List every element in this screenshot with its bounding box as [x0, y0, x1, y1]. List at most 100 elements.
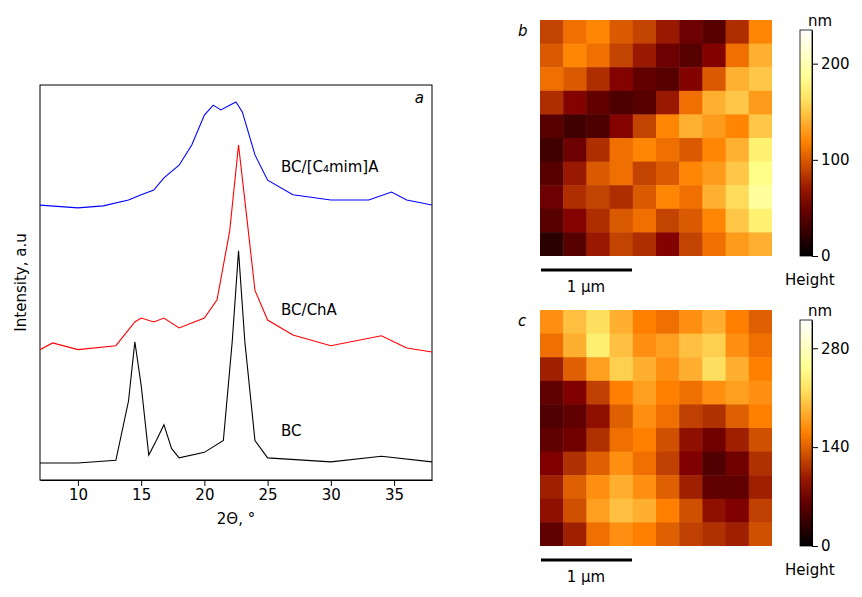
colorbar-tick-mark: [812, 64, 818, 65]
cell: [540, 20, 564, 44]
cell: [702, 475, 726, 499]
x-tick: 30: [322, 480, 341, 504]
cell: [702, 20, 726, 44]
cell: [586, 114, 610, 138]
colorbar-tick: 280: [812, 340, 850, 358]
scale-bar-label: 1 μm: [567, 568, 605, 586]
cell: [586, 452, 610, 476]
cell: [610, 232, 634, 256]
cell: [679, 428, 703, 452]
cell: [749, 114, 772, 138]
cell: [656, 428, 680, 452]
cell: [656, 381, 680, 405]
cell: [633, 162, 657, 186]
cell: [749, 334, 772, 358]
cell: [702, 209, 726, 233]
cell: [749, 475, 772, 499]
cell: [563, 334, 587, 358]
cell: [633, 232, 657, 256]
cell: [563, 114, 587, 138]
cell: [633, 452, 657, 476]
cell: [656, 357, 680, 381]
cell: [702, 232, 726, 256]
cell: [656, 91, 680, 115]
cell: [540, 499, 564, 523]
cell: [656, 138, 680, 162]
cell: [702, 381, 726, 405]
colorbar-tick: 140: [812, 438, 850, 456]
panel-c: c0140280nm1 μmHeight: [518, 302, 850, 586]
cell: [563, 44, 587, 68]
cell: [726, 114, 750, 138]
cell: [586, 428, 610, 452]
panel-letter: c: [518, 312, 527, 330]
series-label: BC: [281, 422, 302, 440]
colorbar-tick-mark: [812, 447, 818, 448]
series-line: [40, 102, 432, 208]
colorbar-tick-mark: [812, 256, 818, 257]
colorbar-tick-mark: [812, 546, 818, 547]
cell: [679, 499, 703, 523]
cell: [563, 67, 587, 91]
cell: [702, 162, 726, 186]
cell: [610, 310, 634, 334]
scale-bar: [541, 559, 632, 562]
cell: [749, 185, 772, 209]
cell: [540, 91, 564, 115]
cell: [656, 334, 680, 358]
x-tick: 20: [195, 480, 214, 504]
cell: [586, 381, 610, 405]
series-label: BC/[C₄mim]A: [281, 158, 379, 176]
cell: [656, 44, 680, 68]
scale-bar-label: 1 μm: [567, 278, 605, 296]
cell: [633, 67, 657, 91]
panel-a: 101520253035BC/[C₄mim]ABC/ChABC2Θ, °Inte…: [12, 85, 433, 528]
colorbar-label: nm: [808, 302, 832, 320]
panel-letter: b: [518, 22, 528, 40]
x-tick-label: 10: [69, 486, 88, 504]
y-axis-title: Intensity, a.u: [12, 233, 30, 331]
cell: [679, 162, 703, 186]
cell: [702, 522, 726, 546]
cell: [679, 232, 703, 256]
cell: [610, 44, 634, 68]
cell: [586, 91, 610, 115]
cell: [633, 428, 657, 452]
cell: [610, 334, 634, 358]
cell: [540, 404, 564, 428]
cell: [679, 357, 703, 381]
cell: [563, 522, 587, 546]
cell: [610, 475, 634, 499]
cell: [610, 404, 634, 428]
colorbar-axis-line: [812, 321, 813, 547]
cell: [610, 381, 634, 405]
cell: [656, 185, 680, 209]
x-tick-label: 20: [195, 486, 214, 504]
colorbar-tick: 200: [812, 55, 850, 73]
cell: [586, 334, 610, 358]
cell: [563, 357, 587, 381]
colorbar-tick-label: 280: [821, 340, 850, 358]
cell: [563, 162, 587, 186]
cell: [679, 91, 703, 115]
x-tick: 15: [132, 480, 151, 504]
cell: [610, 428, 634, 452]
cell: [726, 381, 750, 405]
colorbar-tick-label: 140: [821, 438, 850, 456]
cell: [610, 114, 634, 138]
cell: [726, 522, 750, 546]
cells: [540, 310, 772, 546]
cell: [749, 428, 772, 452]
colorbar-tick-label: 200: [821, 55, 850, 73]
x-tick-label: 30: [322, 486, 341, 504]
cell: [679, 310, 703, 334]
cell: [633, 381, 657, 405]
cell: [610, 162, 634, 186]
cell: [726, 67, 750, 91]
cell: [702, 357, 726, 381]
panel-b: b0100200nm1 μmHeight: [518, 12, 850, 296]
cell: [702, 334, 726, 358]
cell: [586, 138, 610, 162]
cell: [749, 44, 772, 68]
cell: [726, 404, 750, 428]
